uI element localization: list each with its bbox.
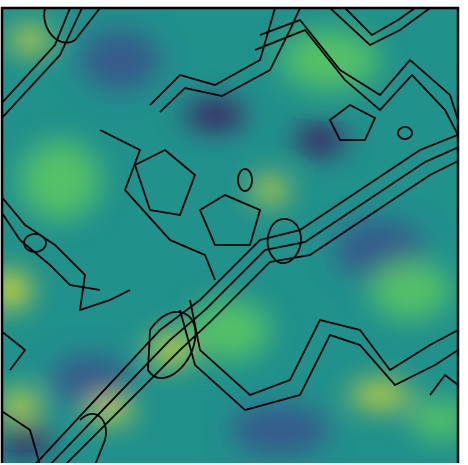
field-patch [410, 400, 458, 440]
field-patch [2, 391, 38, 419]
field-patch [2, 425, 50, 455]
contour-line [2, 410, 41, 463]
field-patch [350, 383, 410, 407]
contour-line [397, 126, 413, 140]
contour-line [189, 299, 458, 396]
plot-frame [0, 6, 460, 463]
field-patch [252, 178, 288, 202]
contour-line [2, 195, 131, 311]
contour-line [35, 133, 458, 463]
contour-line [254, 29, 458, 136]
contour-line [179, 309, 458, 411]
contour-line [266, 218, 302, 265]
field-patch [370, 260, 450, 320]
contour-line [99, 129, 216, 281]
contour-line [149, 8, 276, 106]
plot-area [2, 8, 458, 463]
field-patch [295, 126, 345, 154]
contour-line [237, 168, 253, 192]
contour-line [329, 8, 431, 46]
contour-line [199, 194, 261, 246]
contour-line [259, 19, 458, 121]
field-patch [80, 30, 160, 90]
contour-line [2, 8, 71, 105]
field-patch [190, 300, 270, 360]
field-patch [150, 335, 190, 365]
contour-line [147, 311, 197, 379]
contour-line [134, 149, 196, 216]
field-patch [185, 101, 245, 129]
contour-line [79, 413, 107, 463]
field-patch [50, 355, 130, 405]
contour-line [50, 146, 458, 463]
contour-line [329, 104, 376, 141]
contour-lines [2, 8, 458, 463]
contour-line [2, 8, 83, 120]
field-patch [20, 140, 100, 220]
field-patch [10, 28, 50, 52]
contour-line [43, 8, 101, 44]
field-patch [2, 272, 30, 308]
contour-line [344, 8, 416, 36]
contour-line [2, 330, 26, 371]
contour-line [2, 211, 101, 291]
field-patch [230, 405, 330, 455]
field [2, 28, 458, 455]
contour-line [65, 159, 458, 463]
contour-line [159, 8, 301, 113]
contour-line [429, 374, 458, 396]
